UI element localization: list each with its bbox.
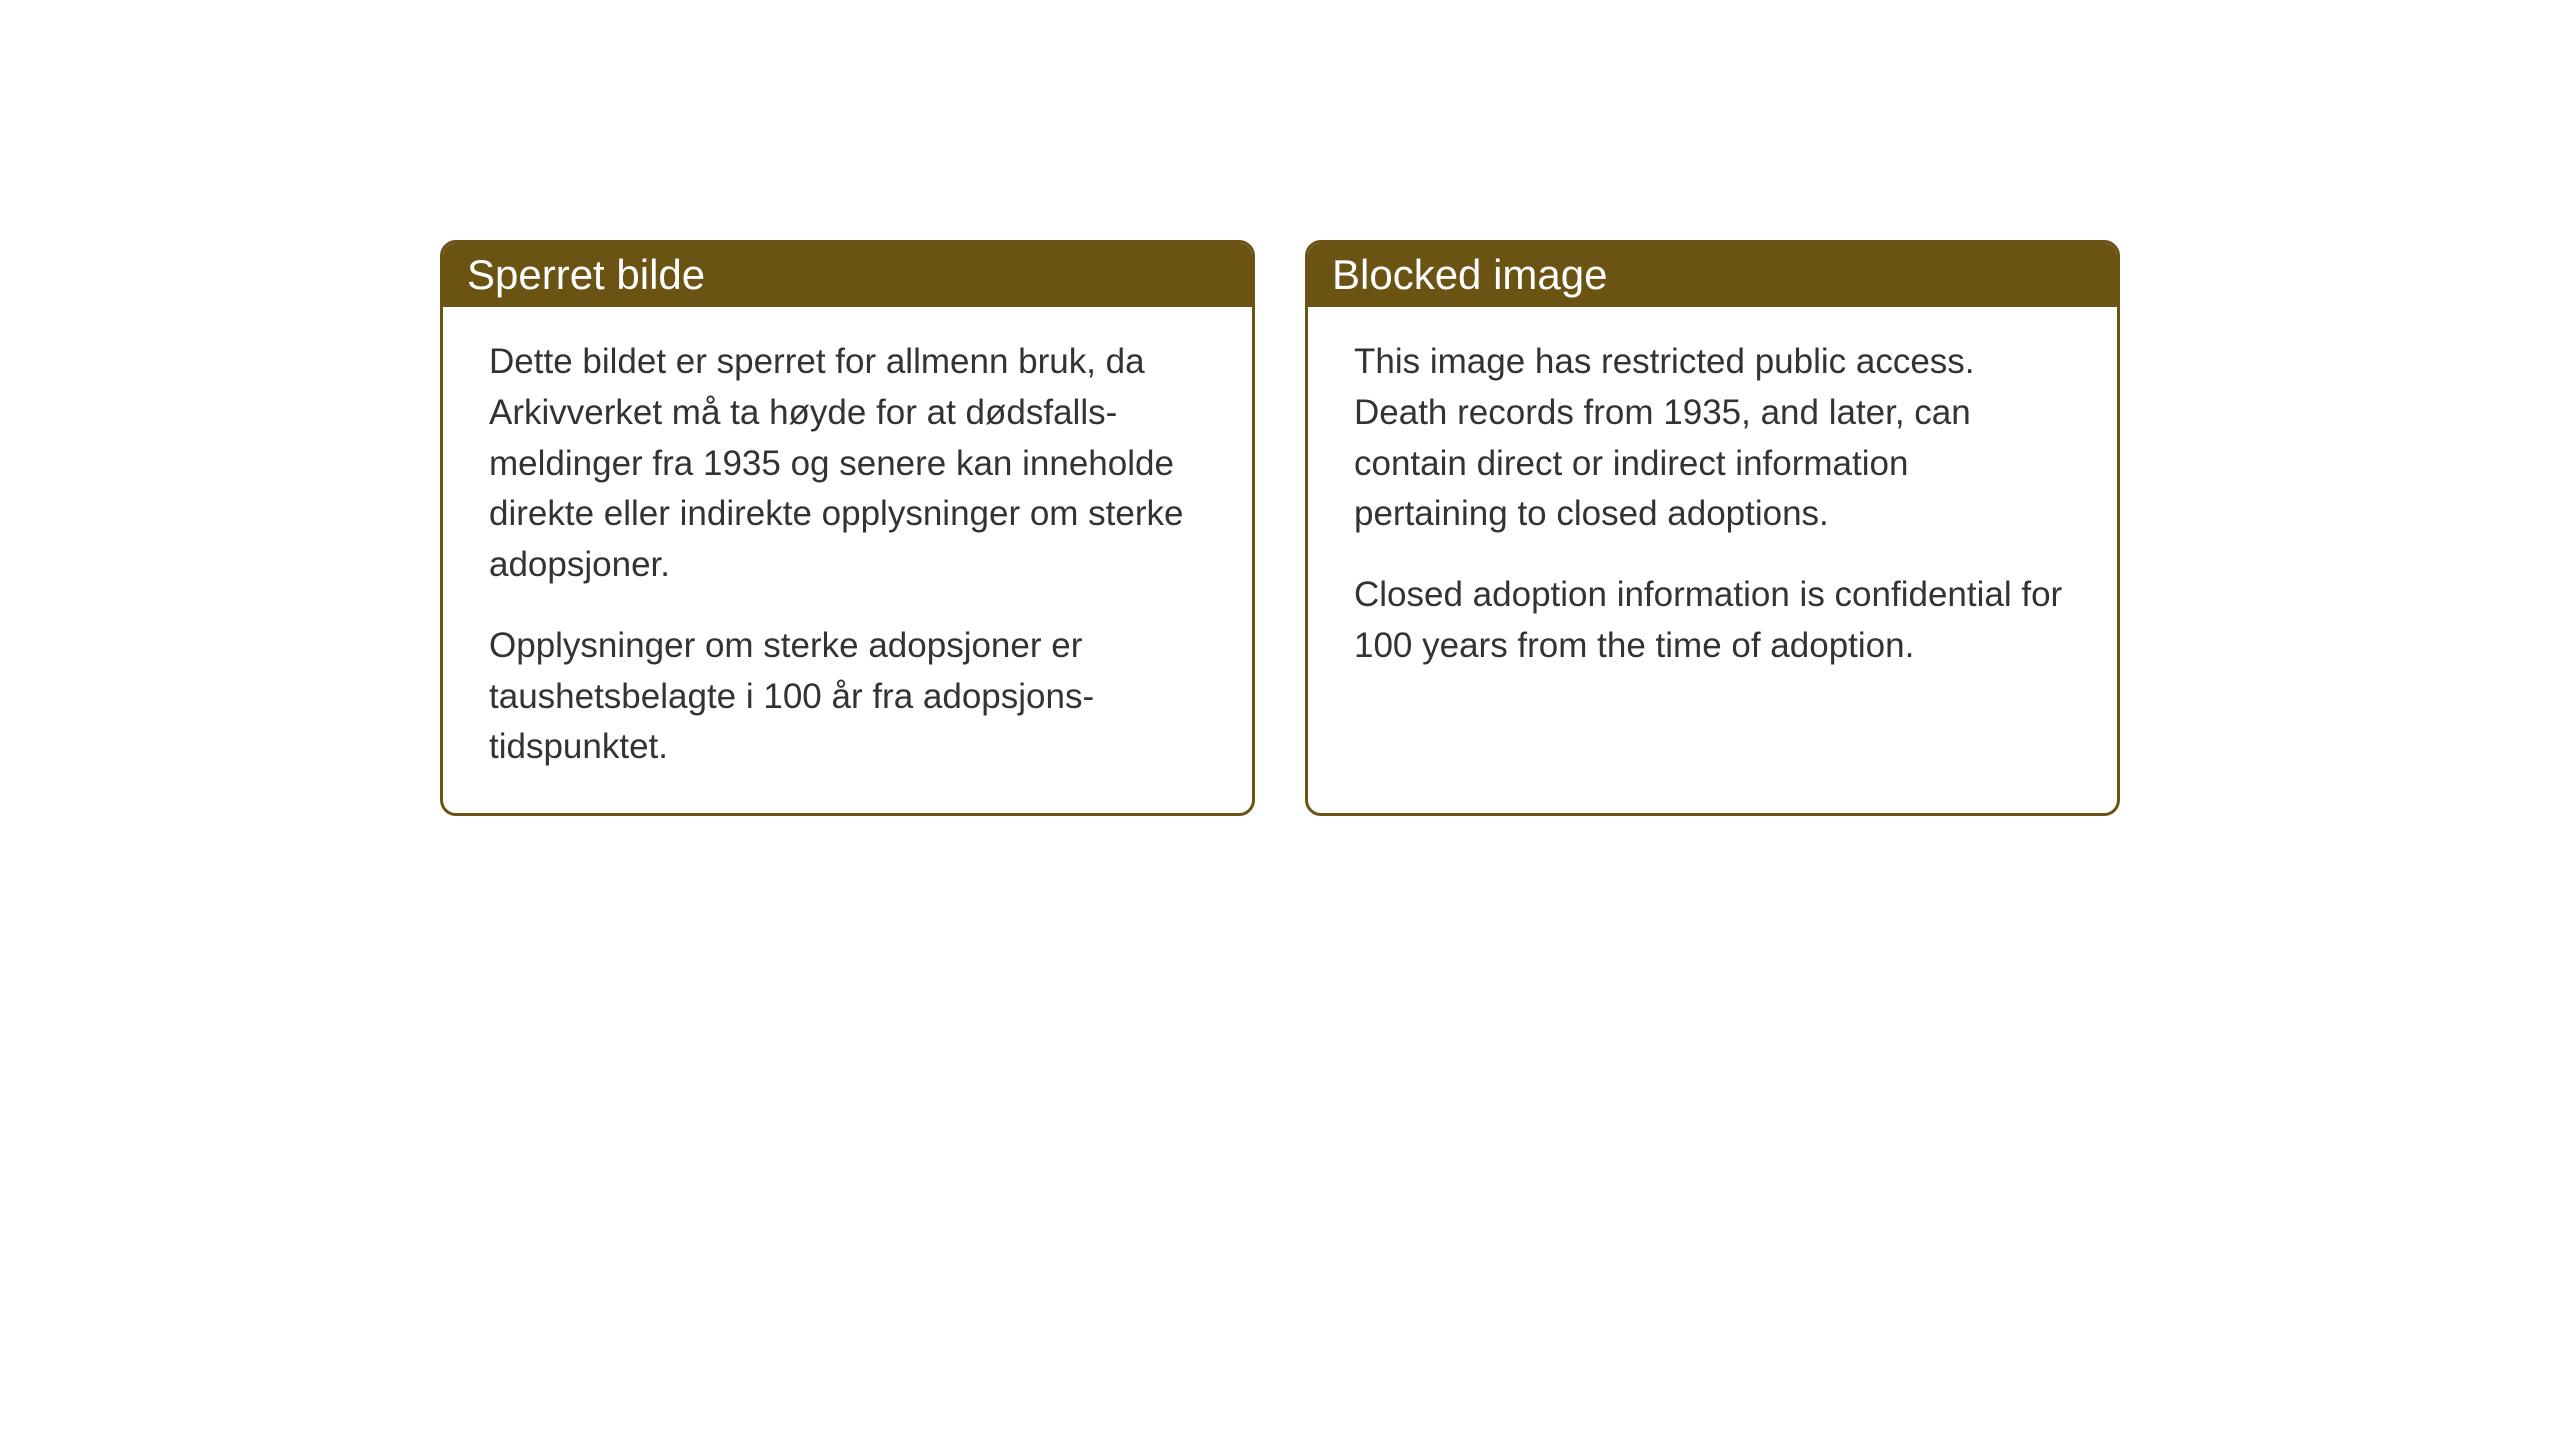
norwegian-paragraph-1: Dette bildet er sperret for allmenn bruk… [489,337,1206,591]
english-card-body: This image has restricted public access.… [1308,307,2117,712]
norwegian-card-title: Sperret bilde [443,243,1252,307]
english-paragraph-1: This image has restricted public access.… [1354,337,2071,540]
norwegian-card-body: Dette bildet er sperret for allmenn bruk… [443,307,1252,813]
english-card-title: Blocked image [1308,243,2117,307]
norwegian-card: Sperret bilde Dette bildet er sperret fo… [440,240,1255,816]
english-card: Blocked image This image has restricted … [1305,240,2120,816]
message-container: Sperret bilde Dette bildet er sperret fo… [440,240,2120,816]
norwegian-paragraph-2: Opplysninger om sterke adopsjoner er tau… [489,621,1206,773]
english-paragraph-2: Closed adoption information is confident… [1354,570,2071,672]
